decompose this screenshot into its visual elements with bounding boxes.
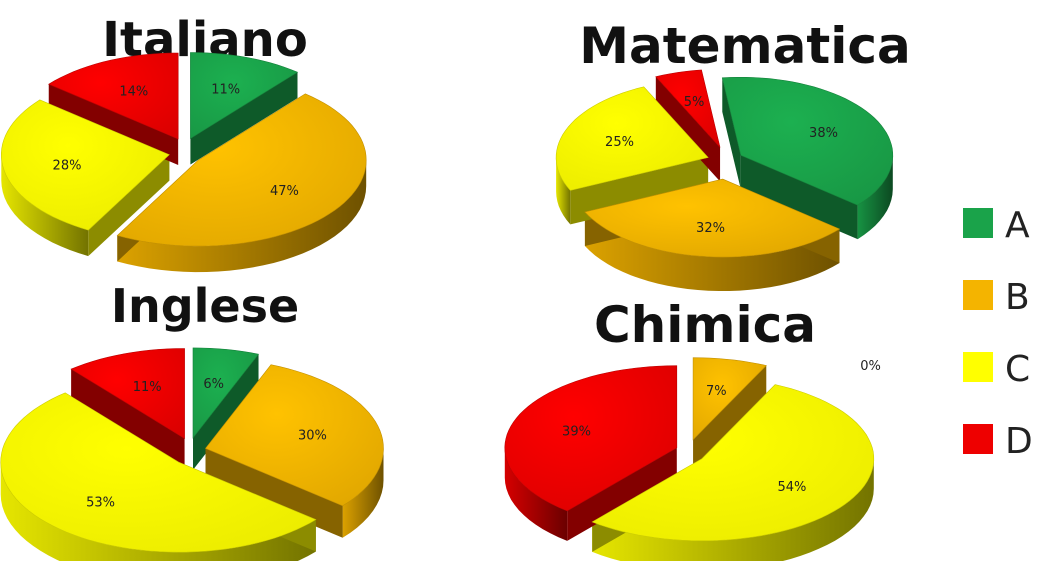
pie-side-b	[342, 448, 384, 538]
pie-slice-a	[721, 77, 894, 206]
slice-label-c: 28%	[53, 159, 82, 174]
pie-side-c	[592, 458, 874, 561]
chart-inglese: Inglese 6% 30% 53% 11%	[0, 279, 384, 561]
legend-item-b: B	[963, 277, 1030, 318]
pie-slice-b	[692, 357, 767, 441]
pie-slice-b	[584, 178, 841, 258]
slice-label-d: 14%	[119, 85, 148, 100]
pie-slice-d	[70, 348, 185, 439]
pie-chimica: 0% 7% 54% 39%	[504, 357, 881, 561]
chart-title-matematica: Matematica	[579, 17, 911, 75]
pie-italiano: 11% 47% 28% 14%	[0, 52, 367, 273]
legend-swatch-d	[963, 424, 993, 454]
pie-cut-b	[205, 448, 343, 538]
chart-italiano: Italiano 11%47%28%14%	[0, 12, 367, 273]
pie-cut-a	[192, 354, 259, 470]
pie-slice-c	[555, 86, 709, 191]
legend-item-d: D	[963, 421, 1033, 462]
slice-label-b: 32%	[696, 221, 725, 236]
pie-slice-a	[192, 347, 260, 439]
slice-label-d: 39%	[562, 425, 591, 440]
pie-cut-c	[88, 154, 170, 257]
legend-label-c: C	[1005, 349, 1030, 390]
slice-label-a: 6%	[203, 377, 224, 392]
pie-slice-b	[205, 364, 384, 507]
legend-swatch-c	[963, 352, 993, 382]
pie-cut-d	[71, 369, 185, 471]
pie-cut-b	[693, 365, 767, 470]
pie-slice-d	[504, 365, 678, 512]
slice-label-d: 5%	[684, 95, 705, 110]
pie-side-d	[504, 447, 568, 541]
slice-label-a: 11%	[211, 82, 240, 97]
pie-slice-b	[116, 93, 367, 247]
chart-chimica: Chimica 0% 7% 54% 39%	[504, 296, 881, 561]
slice-label-a: 38%	[809, 126, 838, 141]
slice-label-c: 54%	[777, 480, 806, 495]
slice-label-b: 30%	[298, 429, 327, 444]
slice-label-c: 25%	[605, 135, 634, 150]
pie-side-b	[584, 212, 840, 291]
legend-swatch-a	[963, 208, 993, 238]
legend-item-a: A	[963, 205, 1030, 246]
pie-cut-a	[740, 155, 858, 240]
pie-slice-d	[48, 52, 179, 140]
pie-side-b	[117, 160, 367, 273]
slice-label-a: 0%	[860, 359, 881, 374]
legend-item-c: C	[963, 349, 1030, 390]
legend-label-a: A	[1005, 205, 1030, 246]
pie-inglese: 6% 30% 53% 11%	[0, 347, 384, 561]
legend-swatch-b	[963, 280, 993, 310]
pie-slice-a	[190, 52, 299, 139]
pie-slice-c	[0, 392, 317, 553]
slice-label-c: 53%	[86, 496, 115, 511]
pie-cut-a	[190, 72, 298, 165]
legend-label-b: B	[1005, 277, 1030, 318]
slice-label-b: 7%	[706, 384, 727, 399]
pie-matematica: 38% 32% 25% 5%	[555, 69, 894, 291]
pie-slice-d	[655, 69, 721, 148]
chart-title-chimica: Chimica	[594, 296, 816, 354]
pie-cut-a	[722, 77, 741, 190]
chart-matematica: Matematica 38% 32% 25% 5%	[555, 17, 911, 291]
pie-slice-c	[0, 99, 170, 231]
slice-label-d: 11%	[133, 380, 162, 395]
pie-side-a	[857, 155, 893, 240]
slice-label-b: 47%	[270, 184, 299, 199]
pie-slice-c	[591, 384, 875, 541]
pie-cut-d	[567, 447, 677, 541]
chart-title-inglese: Inglese	[111, 279, 299, 333]
pie-side-c	[1, 154, 89, 257]
pie-side-c	[0, 462, 316, 561]
legend-label-d: D	[1005, 421, 1033, 462]
